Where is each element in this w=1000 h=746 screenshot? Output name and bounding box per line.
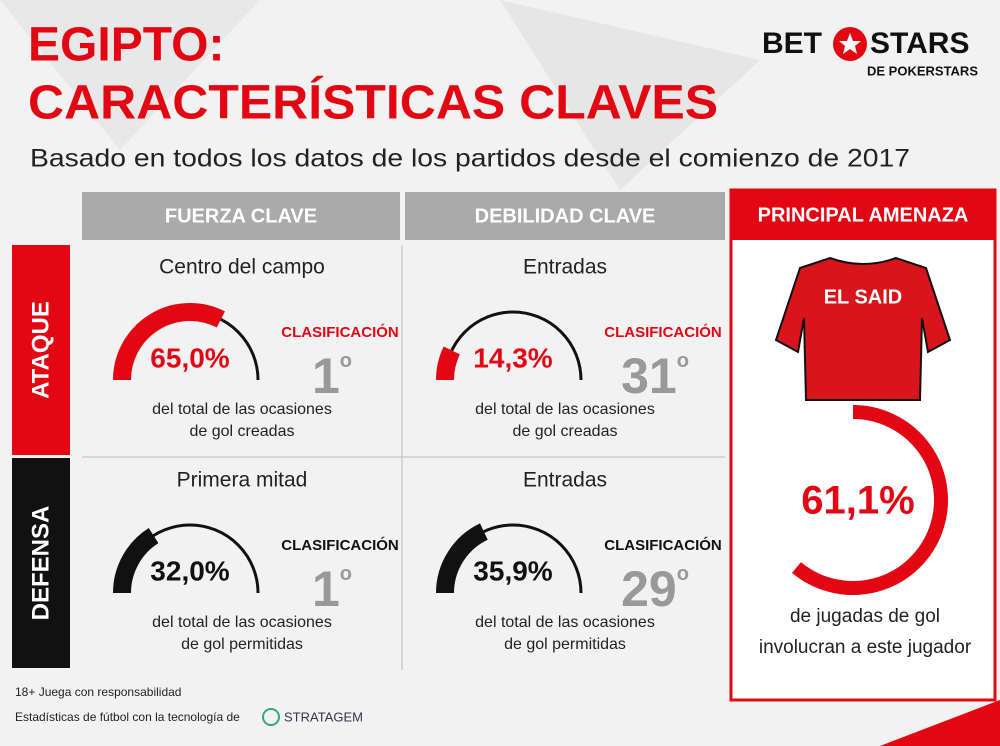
threat-caption: de jugadas de gol [790, 606, 940, 627]
bg-shape [500, 0, 760, 190]
rank-suffix: o [340, 350, 352, 372]
gauge-value [436, 346, 461, 381]
footer-note: 18+ Juega con responsabilidad [15, 685, 181, 699]
caption: del total de las ocasiones [152, 401, 332, 418]
caption: de gol permitidas [504, 636, 626, 653]
caption: de gol creadas [190, 423, 295, 440]
rank-title: CLASIFICACIÓN [604, 536, 722, 554]
threat-title: PRINCIPAL AMENAZA [758, 204, 969, 226]
partner: STRATAGEM [284, 709, 363, 724]
rank-title: CLASIFICACIÓN [281, 323, 399, 341]
row-label-box [12, 245, 70, 455]
value-label: 32,0% [150, 555, 229, 586]
gauge-value [436, 523, 489, 594]
column-title: FUERZA CLAVE [165, 205, 317, 227]
content: ATAQUE Centro del campo 65,0% CLASIFICACIÓN… [12, 245, 972, 668]
logo: STARS [870, 27, 969, 60]
gauge-value [113, 303, 225, 381]
caption: del total de las ocasiones [152, 614, 332, 631]
value-label: 14,3% [473, 342, 552, 373]
bg-shape [0, 0, 260, 150]
subtitle: Basado en todos los datos de los partido… [30, 145, 910, 173]
caption: del total de las ocasiones [475, 401, 655, 418]
topic: Entradas [523, 469, 607, 492]
topic: Centro del campo [159, 256, 325, 279]
logo-sub: DE POKERSTARS [867, 63, 978, 78]
topic: Primera mitad [177, 469, 308, 492]
logo: BET [762, 27, 822, 60]
value-label: 65,0% [150, 342, 229, 373]
rank-suffix: o [677, 350, 689, 372]
rank: 31o [621, 348, 689, 404]
player-name: EL SAID [824, 286, 903, 308]
logo-star [839, 33, 861, 54]
rank: 29o [621, 561, 689, 617]
title: CARACTERÍSTICAS CLAVES [28, 76, 718, 130]
jersey [774, 256, 952, 401]
row-label: DEFENSA [27, 506, 54, 621]
gauge-value [113, 527, 159, 594]
rank: 1o [312, 348, 352, 404]
rank-title: CLASIFICACIÓN [604, 323, 722, 341]
rank-title: CLASIFICACIÓN [281, 536, 399, 554]
gauge-track [443, 310, 583, 381]
threat-value [791, 405, 948, 595]
rank-number: 29 [621, 561, 677, 617]
caption: del total de las ocasiones [475, 614, 655, 631]
caption: de gol creadas [513, 423, 618, 440]
value-label: 35,9% [473, 555, 552, 586]
title: EGIPTO: [28, 19, 224, 72]
rank-number: 1 [312, 348, 340, 404]
threat-value-label: 61,1% [801, 479, 914, 523]
rank-number: 1 [312, 561, 340, 617]
row-label: ATAQUE [27, 301, 54, 399]
rank-suffix: o [677, 563, 689, 585]
row-label-box [12, 458, 70, 668]
footer-note: Estadísticas de fútbol con la tecnología… [15, 710, 240, 724]
column-header [405, 192, 725, 240]
column-title: DEBILIDAD CLAVE [475, 205, 656, 227]
topic: Entradas [523, 256, 607, 279]
threat-header [731, 190, 995, 240]
caption: de gol permitidas [181, 636, 303, 653]
column-header [82, 192, 400, 240]
threat-caption: involucran a este jugador [759, 637, 972, 658]
partner-icon [262, 708, 280, 726]
rank: 1o [312, 561, 352, 617]
corner [880, 700, 1000, 746]
rank-number: 31 [621, 348, 677, 404]
rank-suffix: o [340, 563, 352, 585]
